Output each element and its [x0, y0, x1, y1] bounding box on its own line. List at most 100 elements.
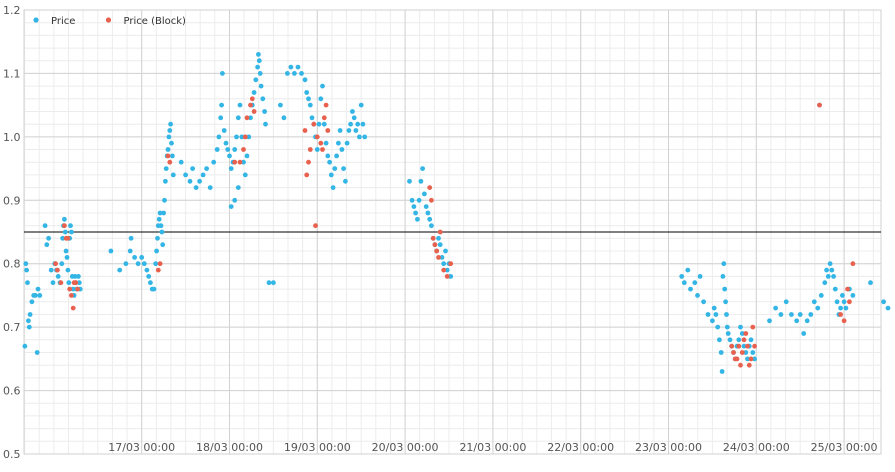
data-point — [253, 77, 259, 83]
data-point — [241, 147, 246, 152]
data-point — [299, 71, 304, 76]
data-point — [200, 172, 206, 178]
data-point — [60, 235, 65, 241]
data-point — [748, 356, 754, 362]
data-point — [170, 153, 175, 159]
data-point — [746, 362, 752, 368]
data-point — [193, 185, 199, 191]
data-point — [309, 115, 315, 121]
legend[interactable]: Price Price (Block) — [33, 16, 186, 27]
data-point — [235, 115, 241, 121]
data-point — [237, 102, 243, 108]
data-point — [225, 147, 231, 152]
data-point — [314, 134, 320, 140]
data-point — [37, 293, 43, 298]
y-tick-label: 1.0 — [3, 131, 21, 144]
data-point — [360, 121, 366, 127]
data-point — [281, 115, 287, 121]
data-point — [24, 267, 29, 273]
data-point — [729, 343, 735, 349]
data-point — [411, 204, 417, 210]
legend-item-price-block[interactable]: Price (Block) — [105, 16, 186, 27]
data-point — [705, 312, 711, 317]
data-point — [811, 299, 817, 305]
data-point — [443, 248, 448, 254]
data-point — [436, 255, 441, 260]
data-point — [260, 96, 266, 102]
y-tick-label: 0.6 — [3, 385, 21, 398]
data-point — [218, 115, 224, 121]
data-point — [135, 261, 141, 267]
data-point — [348, 121, 353, 127]
data-point — [736, 343, 742, 349]
data-point — [263, 121, 268, 127]
data-point — [155, 267, 161, 273]
data-point — [167, 159, 173, 165]
y-tick-label: 1.1 — [3, 67, 21, 80]
data-point — [750, 350, 756, 355]
data-point — [434, 248, 440, 254]
data-point — [302, 128, 308, 133]
data-point — [743, 331, 749, 336]
data-point — [139, 255, 145, 260]
data-point — [750, 324, 756, 330]
data-point — [346, 128, 352, 133]
data-point — [156, 216, 162, 222]
data-point — [178, 159, 184, 165]
data-point — [679, 274, 685, 279]
data-point — [307, 147, 313, 152]
data-point — [62, 223, 67, 229]
data-point — [170, 172, 176, 178]
y-tick-label: 1.2 — [3, 4, 21, 17]
data-point — [271, 280, 276, 286]
data-point — [350, 109, 355, 114]
data-point — [731, 350, 736, 355]
data-point — [420, 166, 425, 172]
data-point — [794, 318, 800, 324]
data-point — [256, 52, 261, 57]
data-point — [242, 134, 248, 140]
data-point — [73, 280, 79, 286]
data-point — [157, 210, 163, 216]
data-point — [33, 293, 38, 298]
data-point — [251, 109, 257, 114]
data-point — [55, 267, 60, 273]
data-point — [437, 229, 443, 235]
data-point — [330, 185, 336, 191]
data-point — [67, 286, 73, 292]
data-point — [407, 178, 412, 184]
data-point — [62, 229, 68, 235]
data-point — [343, 178, 348, 184]
data-point — [778, 312, 784, 317]
data-point — [285, 71, 290, 76]
data-point — [22, 343, 28, 349]
data-point — [439, 255, 445, 260]
data-point — [123, 261, 129, 267]
data-point — [441, 267, 447, 273]
legend-item-price[interactable]: Price — [33, 16, 75, 27]
data-point — [197, 178, 203, 184]
series-layer — [22, 52, 891, 374]
data-point — [695, 293, 700, 298]
y-tick-label: 0.5 — [3, 448, 21, 461]
data-point — [748, 337, 754, 343]
data-point — [288, 64, 294, 70]
data-point — [266, 280, 272, 286]
data-point — [292, 71, 297, 76]
data-point — [232, 159, 238, 165]
data-point — [881, 299, 886, 305]
data-point — [190, 166, 196, 172]
data-point — [167, 128, 173, 133]
data-point — [344, 140, 350, 146]
data-point — [409, 197, 415, 203]
data-point — [437, 242, 443, 248]
data-point — [358, 102, 364, 108]
data-point — [351, 115, 357, 121]
data-point — [815, 305, 821, 311]
data-point — [824, 267, 829, 273]
data-point — [711, 305, 717, 311]
data-point — [710, 318, 715, 324]
data-point — [741, 337, 747, 343]
data-point — [441, 261, 447, 267]
data-point — [734, 356, 740, 362]
